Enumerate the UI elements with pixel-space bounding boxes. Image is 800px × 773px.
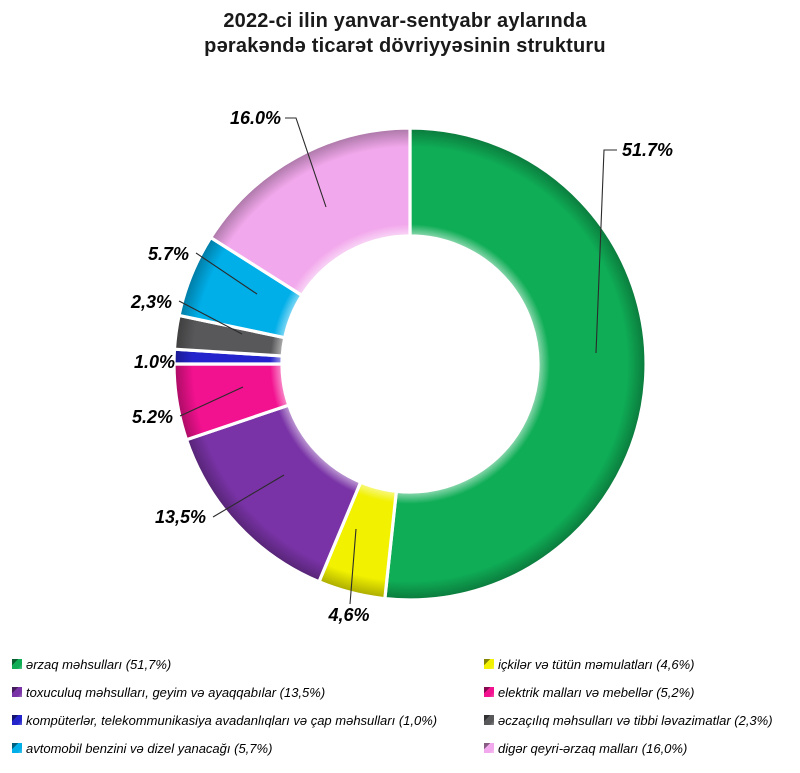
legend-item: elektrik malları və mebellər (5,2%) bbox=[484, 678, 794, 706]
donut-chart: 51.7% 4,6% 13,5% 5.2% 1.0% 2,3% 5.7% 16.0% bbox=[130, 108, 673, 625]
legend-column-right: içkilər və tütün məmulatları (4,6%) elekt… bbox=[484, 650, 794, 762]
legend-label: toxuculuq məhsulları, geyim və ayaqqabıl… bbox=[26, 684, 326, 700]
legend-swatch-icon bbox=[484, 743, 494, 753]
legend-label: digər qeyri-ərzaq malları (16,0%) bbox=[498, 740, 688, 756]
leader-line-0 bbox=[595, 149, 617, 354]
chart-title-line2: pərakəndə ticarət dövriyyəsinin struktur… bbox=[204, 35, 606, 57]
leader-line-6 bbox=[195, 252, 258, 295]
leader-line-3 bbox=[179, 386, 244, 417]
legend-swatch-icon bbox=[484, 687, 494, 697]
legend-swatch-icon bbox=[12, 687, 22, 697]
leader-line-2 bbox=[212, 474, 285, 518]
legend-label: kompüterlər, telekommunikasiya avadanlıq… bbox=[26, 712, 438, 728]
slice-label-2: 13,5% bbox=[155, 507, 206, 527]
legend-item: kompüterlər, telekommunikasiya avadanlıq… bbox=[12, 706, 484, 734]
legend-item: toxuculuq məhsulları, geyim və ayaqqabıl… bbox=[12, 678, 484, 706]
legend-label: əczaçılıq məhsulları və tibbi ləvazimatl… bbox=[498, 712, 773, 728]
leader-line-1 bbox=[349, 528, 357, 605]
legend-item: digər qeyri-ərzaq malları (16,0%) bbox=[484, 734, 794, 762]
legend-item: əczaçılıq məhsulları və tibbi ləvazimatl… bbox=[484, 706, 794, 734]
legend-item: avtomobil benzini və dizel yanacağı (5,7… bbox=[12, 734, 484, 762]
legend-column-left: ərzaq məhsulları (51,7%) toxuculuq məhsul… bbox=[12, 650, 484, 762]
chart-title: 2022-ci ilin yanvar-sentyabr aylarında p… bbox=[10, 9, 800, 59]
legend-item: ərzaq məhsulları (51,7%) bbox=[12, 650, 484, 678]
slice-label-6: 5.7% bbox=[148, 244, 189, 264]
legend-swatch-icon bbox=[484, 659, 494, 669]
donut-slice-0 bbox=[383, 126, 648, 602]
chart-legend: ərzaq məhsulları (51,7%) toxuculuq məhsul… bbox=[12, 650, 794, 762]
legend-label: içkilər və tütün məmulatları (4,6%) bbox=[498, 656, 695, 672]
legend-item: içkilər və tütün məmulatları (4,6%) bbox=[484, 650, 794, 678]
legend-swatch-icon bbox=[12, 659, 22, 669]
legend-swatch-icon bbox=[484, 715, 494, 725]
legend-swatch-icon bbox=[12, 715, 22, 725]
slice-label-3: 5.2% bbox=[132, 407, 173, 427]
legend-label: avtomobil benzini və dizel yanacağı (5,7… bbox=[26, 740, 273, 756]
slice-label-1: 4,6% bbox=[327, 605, 369, 625]
legend-label: elektrik malları və mebellər (5,2%) bbox=[498, 684, 695, 700]
slice-label-5: 2,3% bbox=[130, 292, 172, 312]
leader-line-5 bbox=[178, 300, 243, 335]
leader-line-7 bbox=[285, 117, 327, 208]
donut-slice-7 bbox=[208, 126, 412, 298]
legend-label: ərzaq məhsulları (51,7%) bbox=[26, 656, 172, 672]
slice-label-0: 51.7% bbox=[622, 140, 673, 160]
slice-label-4: 1.0% bbox=[134, 352, 175, 372]
chart-title-line1: 2022-ci ilin yanvar-sentyabr aylarında bbox=[223, 10, 587, 32]
legend-swatch-icon bbox=[12, 743, 22, 753]
slice-label-7: 16.0% bbox=[230, 108, 281, 128]
